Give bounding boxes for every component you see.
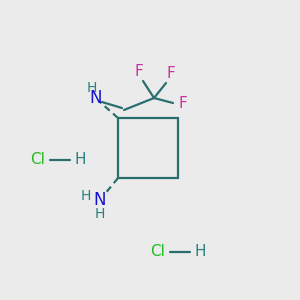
Text: F: F [178, 95, 188, 110]
Text: H: H [95, 207, 105, 221]
Text: Cl: Cl [31, 152, 45, 167]
Text: F: F [135, 64, 143, 79]
Text: Cl: Cl [151, 244, 165, 260]
Text: H: H [87, 81, 97, 95]
Text: H: H [194, 244, 206, 260]
Text: N: N [90, 89, 102, 107]
Text: N: N [94, 191, 106, 209]
Text: H: H [81, 189, 91, 203]
Text: H: H [74, 152, 86, 167]
Text: F: F [167, 65, 176, 80]
